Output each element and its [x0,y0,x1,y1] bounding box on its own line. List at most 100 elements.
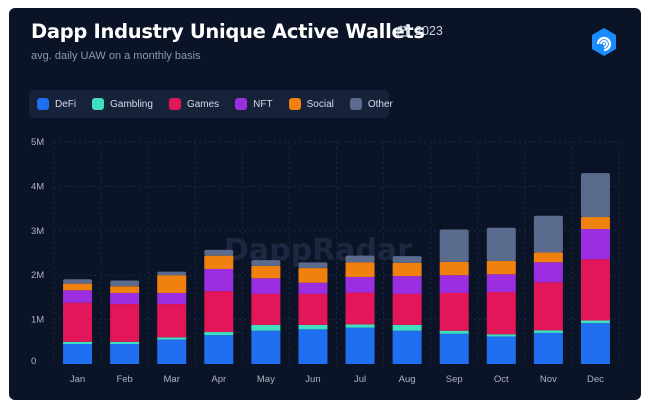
bar-segment-social-jul [345,262,375,277]
chart-card: Dapp Industry Unique Active Wallets 2023… [9,8,641,400]
bar-segment-other-may [251,260,281,266]
legend-item-other[interactable]: Other [349,98,393,110]
x-tick-label: May [257,374,275,385]
bar-segment-games-oct [486,292,516,335]
legend-label-gambling: Gambling [110,98,153,110]
legend-swatch-games [168,98,181,110]
bar-segment-games-may [251,293,281,325]
x-tick-label: Feb [116,374,132,385]
bar-segment-gambling-sep [439,330,469,334]
y-tick-label: 5M [31,137,44,148]
bar-segment-games-mar [157,304,187,338]
bar-segment-nft-aug [392,276,422,294]
bar-segment-games-jun [298,293,328,325]
bar-segment-games-feb [110,304,140,342]
legend-label-nft: NFT [253,98,273,110]
legend-item-gambling[interactable]: Gambling [92,98,153,110]
bar-segment-other-jul [345,255,375,263]
bar-segment-other-sep [439,229,469,262]
bar-segment-nft-nov [533,262,563,283]
bar-segment-gambling-nov [533,330,563,333]
bar-segment-gambling-dec [580,320,610,324]
bar-segment-nft-jan [63,290,93,303]
legend-swatch-defi [37,98,49,110]
legend-swatch-nft [235,98,248,110]
bar-segment-gambling-aug [392,324,422,331]
bar-segment-social-aug [392,262,422,277]
legend-item-nft[interactable]: NFT [235,98,273,110]
bar-segment-other-feb [110,280,140,287]
x-tick-label: Mar [164,374,180,385]
bar-segment-gambling-jun [298,324,328,330]
bar-segment-social-nov [533,252,563,263]
bar-segment-social-jun [298,268,328,283]
bar-segment-nft-jun [298,282,328,294]
bar-segment-social-may [251,265,281,279]
bar-segment-gambling-jan [63,341,93,345]
bar-segment-other-aug [392,256,422,263]
bar-segment-social-dec [580,217,610,230]
bar-segment-defi-aug [392,330,422,364]
bar-segment-nft-feb [110,292,140,305]
legend-label-other: Other [367,98,393,110]
x-tick-label: Sep [446,374,463,385]
bar-segment-other-dec [580,173,610,218]
bar-segment-games-sep [439,292,469,331]
x-tick-label: Dec [587,374,604,385]
bar-segment-games-dec [580,259,610,321]
bar-segment-defi-may [251,330,281,364]
bar-segment-other-jan [63,279,93,284]
bar-segment-defi-jan [63,344,93,364]
bar-segment-defi-dec [580,323,610,364]
y-tick-label: 0 [31,356,36,367]
x-tick-label: Jan [70,374,85,385]
x-tick-label: Apr [211,374,226,385]
bar-segment-nft-apr [204,268,234,292]
bar-segment-other-apr [204,249,234,256]
bar-segment-gambling-may [251,324,281,331]
bar-segment-nft-dec [580,229,610,260]
x-tick-label: Aug [399,374,416,385]
bar-segment-other-jun [298,262,328,269]
legend-item-games[interactable]: Games [168,98,220,110]
bar-segment-social-feb [110,286,140,293]
bar-segment-other-mar [157,271,187,276]
bar-segment-defi-jul [345,327,375,364]
dappradar-logo-icon [592,28,616,56]
bar-segment-defi-apr [204,335,234,364]
bar-segment-gambling-oct [486,334,516,337]
bar-segment-social-apr [204,255,234,269]
bar-segment-defi-feb [110,344,140,364]
legend-label-defi: DeFi [55,98,77,110]
x-tick-label: Jun [305,374,320,385]
legend-item-social[interactable]: Social [288,98,334,110]
calendar-icon [397,25,409,37]
y-tick-label: 1M [31,315,44,326]
bar-segment-defi-oct [486,336,516,364]
bar-segment-social-oct [486,260,516,275]
bar-segment-social-jan [63,283,93,291]
bar-segment-gambling-jul [345,324,375,328]
chart-subtitle: avg. daily UAW on a monthly basis [31,50,201,62]
legend-item-defi[interactable]: DeFi [37,98,76,110]
x-tick-label: Jul [354,374,366,385]
year-selector[interactable]: 2023 [397,24,443,38]
bar-segment-games-nov [533,282,563,331]
bar-segment-gambling-feb [110,341,140,345]
bar-segment-games-jan [63,302,93,342]
bar-segment-defi-sep [439,333,469,364]
bar-segment-defi-jun [298,329,328,364]
bar-segment-other-oct [486,227,516,261]
bar-segment-defi-nov [533,332,563,364]
bar-segment-gambling-mar [157,337,187,340]
legend-label-social: Social [306,98,334,110]
year-label: 2023 [415,24,443,38]
y-tick-label: 4M [31,181,44,192]
bar-segment-other-nov [533,215,563,253]
bar-segment-games-apr [204,291,234,333]
bar-segment-nft-may [251,278,281,294]
legend-swatch-gambling [92,98,105,110]
bar-segment-nft-jul [345,276,375,293]
legend-label-games: Games [186,98,220,110]
bar-segment-games-jul [345,292,375,325]
